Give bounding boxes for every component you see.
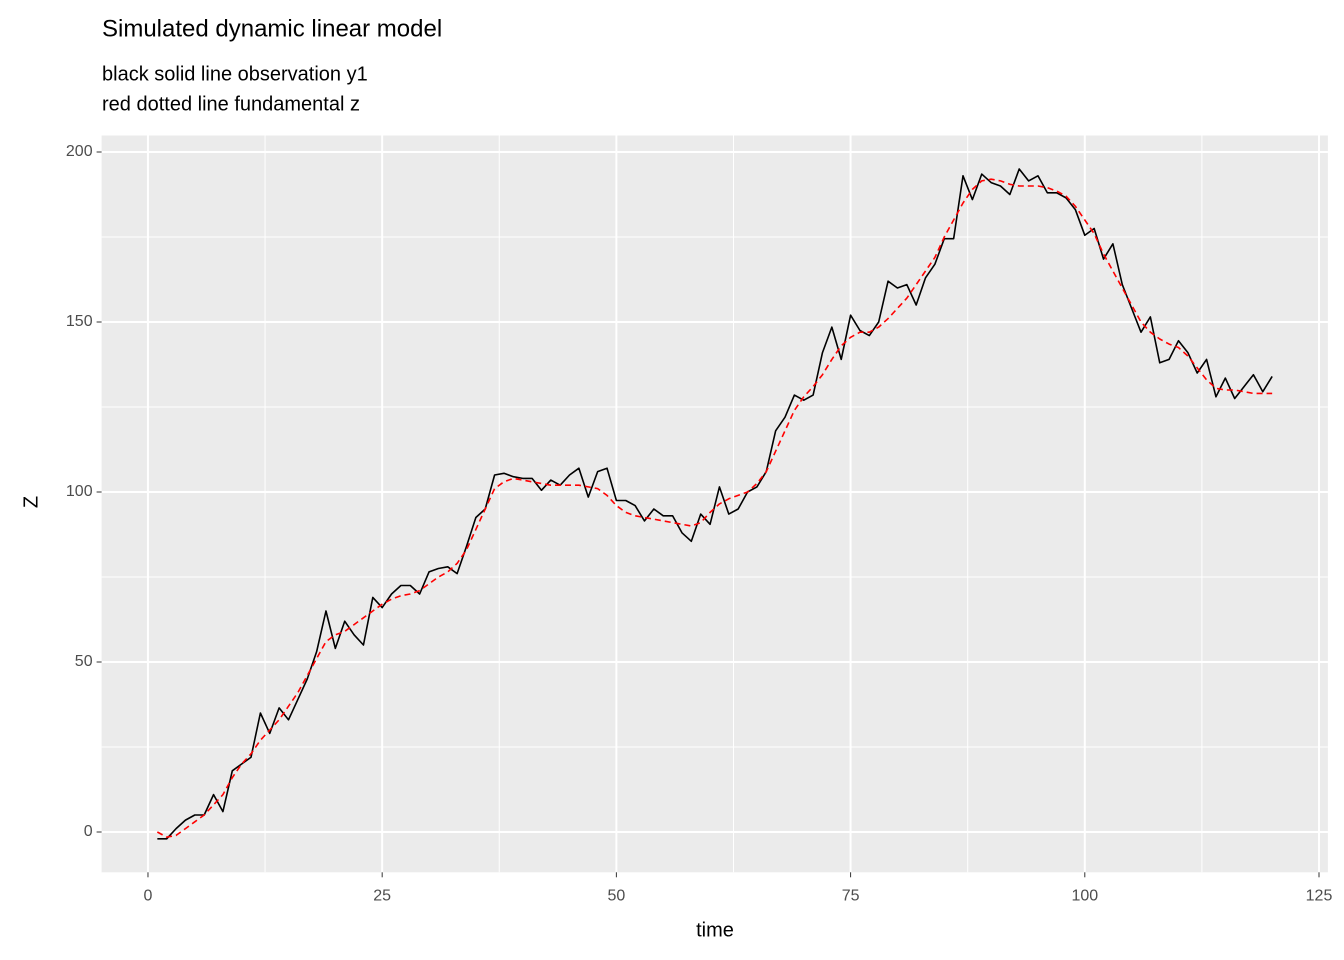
x-tick-label: 125 [1306, 888, 1333, 905]
x-tick-label: 25 [373, 888, 391, 905]
chart-subtitle: red dotted line fundamental z [102, 93, 360, 115]
y-tick-label: 0 [84, 823, 93, 840]
x-tick-label: 75 [842, 888, 860, 905]
y-axis-title: Z [20, 496, 42, 508]
y-tick-label: 100 [66, 483, 93, 500]
y-tick-label: 50 [75, 653, 93, 670]
x-tick-label: 100 [1071, 888, 1098, 905]
x-axis-title: time [696, 919, 734, 941]
x-tick-label: 50 [607, 888, 625, 905]
chart-title: Simulated dynamic linear model [102, 15, 442, 42]
series-line [156, 178, 1273, 838]
chart-subtitle: black solid line observation y1 [102, 63, 368, 85]
y-tick-label: 150 [66, 313, 93, 330]
y-tick-label: 200 [66, 143, 93, 160]
series-line [157, 168, 1273, 840]
x-tick-label: 0 [144, 888, 153, 905]
